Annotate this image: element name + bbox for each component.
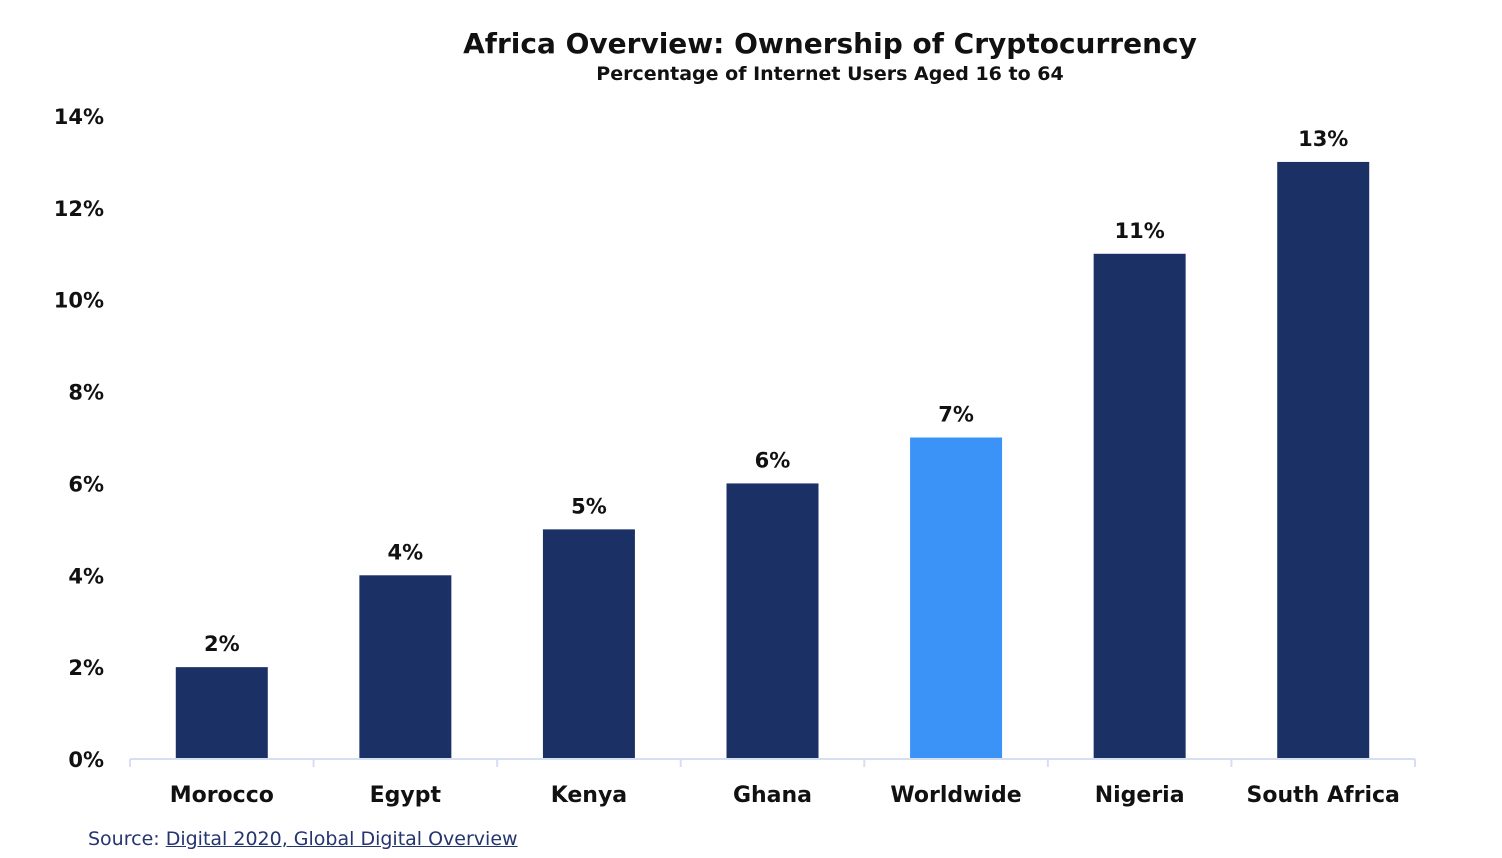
source-note: Source: Digital 2020, Global Digital Ove…: [88, 828, 518, 850]
data-label: 6%: [755, 448, 791, 472]
y-tick-label: 12%: [54, 197, 104, 221]
bar-south-africa: [1277, 161, 1370, 759]
bar-kenya: [542, 529, 635, 759]
chart-title: Africa Overview: Ownership of Cryptocurr…: [463, 27, 1197, 60]
x-category-label: Ghana: [733, 783, 812, 808]
data-label: 2%: [204, 632, 240, 656]
bars-group: 2% 4% 5% 6% 7% 11% 13%: [175, 127, 1370, 760]
y-tick-label: 8%: [68, 381, 104, 405]
y-tick-label: 6%: [68, 472, 104, 496]
bar-nigeria: [1093, 253, 1186, 760]
y-tick-label: 10%: [54, 289, 104, 313]
data-label: 13%: [1298, 127, 1348, 151]
x-category-label: Egypt: [370, 783, 442, 808]
bar-ghana: [726, 483, 819, 759]
data-label: 7%: [938, 403, 974, 427]
y-tick-label: 4%: [68, 564, 104, 588]
source-prefix: Source:: [88, 828, 166, 850]
x-category-label: Nigeria: [1095, 783, 1185, 808]
y-axis: 0% 2% 4% 6% 8% 10% 12% 14%: [54, 105, 104, 772]
bar-worldwide: [910, 437, 1003, 759]
chart-subtitle: Percentage of Internet Users Aged 16 to …: [596, 63, 1063, 85]
x-category-label: Kenya: [551, 783, 627, 808]
y-tick-label: 0%: [68, 748, 104, 772]
x-category-label: Morocco: [170, 783, 274, 808]
bar-egypt: [359, 575, 452, 759]
y-tick-label: 2%: [68, 656, 104, 680]
x-category-label: South Africa: [1247, 783, 1400, 808]
x-category-label: Worldwide: [890, 783, 1021, 808]
source-link[interactable]: Digital 2020, Global Digital Overview: [165, 828, 518, 850]
bar-morocco: [175, 667, 268, 759]
x-axis: Morocco Egypt Kenya Ghana Worldwide Nigeria So…: [129, 758, 1416, 808]
data-label: 11%: [1115, 219, 1165, 243]
data-label: 4%: [388, 540, 424, 564]
data-label: 5%: [571, 494, 607, 518]
y-tick-label: 14%: [54, 105, 104, 129]
